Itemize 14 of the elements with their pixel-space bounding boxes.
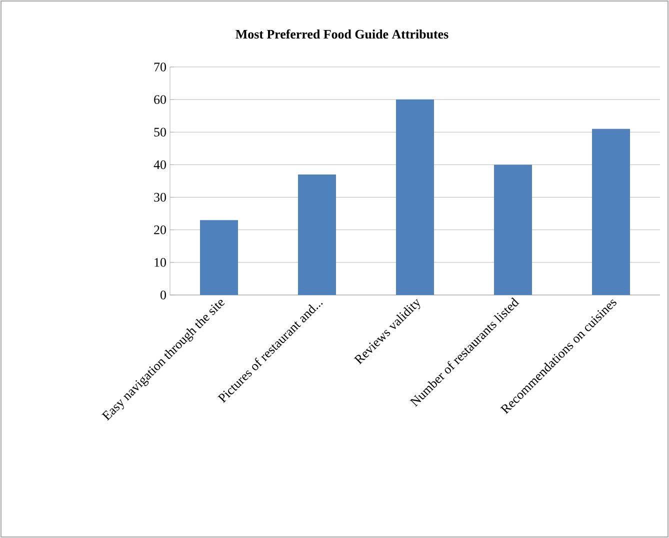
y-tick-label: 30 [154,192,166,202]
y-tick-label: 10 [154,258,166,267]
y-tick-label: 0 [160,290,166,300]
bar [200,220,238,295]
chart-title: Most Preferred Food Guide Attributes [236,29,448,39]
y-tick-label: 20 [154,225,166,234]
y-tick-label: 40 [154,160,166,170]
bar [494,164,532,295]
y-tick-label: 70 [154,62,166,72]
bar [396,100,434,295]
y-tick-label: 50 [154,128,166,136]
bar [592,128,630,295]
y-tick-label: 60 [154,95,166,104]
bar [298,174,336,295]
